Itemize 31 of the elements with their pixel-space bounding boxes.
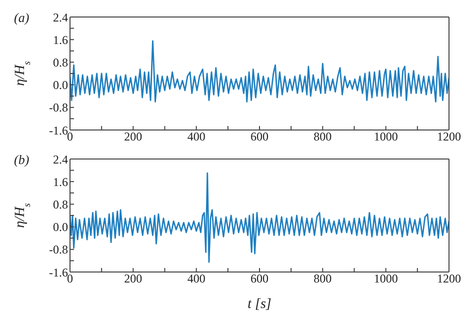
y-tick-label: 0.0 — [53, 220, 68, 234]
y-tick-label: -0.8 — [49, 100, 68, 115]
x-tick-label: 400 — [187, 130, 206, 144]
y-tick-label: 2.4 — [53, 152, 68, 166]
x-tick-label: 200 — [124, 130, 142, 144]
y-tick-label: 2.4 — [53, 10, 68, 24]
x-tick-label: 800 — [314, 272, 332, 286]
y-tick-label: -0.8 — [49, 242, 68, 257]
x-tick-label: 600 — [250, 130, 268, 144]
y-tick-label: -1.6 — [49, 265, 68, 280]
x-axis-title: t [s] — [248, 297, 272, 312]
x-tick-label: 1200 — [437, 130, 461, 144]
x-tick-label: 600 — [250, 272, 268, 286]
x-tick-label: 200 — [124, 272, 142, 286]
y-tick-label: -1.6 — [49, 123, 68, 138]
x-tick-label: 1200 — [437, 272, 461, 286]
y-tick-label: 0.0 — [53, 78, 68, 92]
text: (a) — [14, 10, 30, 26]
x-tick-label: 1000 — [374, 130, 398, 144]
y-tick-label: 0.8 — [53, 55, 68, 70]
line-series — [70, 172, 449, 263]
x-tick-label: 0 — [67, 272, 73, 286]
y-tick-label: 0.8 — [53, 197, 68, 212]
x-tick-label: 0 — [67, 130, 73, 144]
x-tick-label: 400 — [187, 272, 206, 286]
y-tick-label: 1.6 — [53, 174, 68, 189]
text: (b) — [14, 152, 30, 168]
x-tick-label: 1000 — [374, 272, 398, 286]
line-series — [70, 40, 449, 102]
y-tick-label: 1.6 — [53, 32, 68, 47]
x-tick-label: 800 — [314, 130, 332, 144]
